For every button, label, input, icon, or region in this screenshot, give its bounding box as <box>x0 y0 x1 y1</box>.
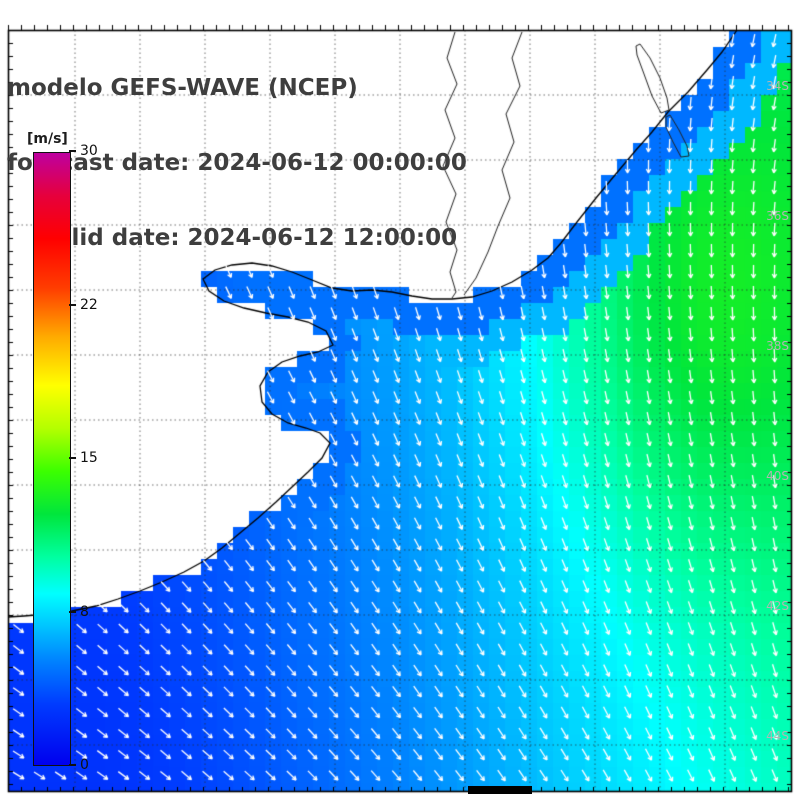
colorbar-tick: 0 <box>69 757 89 773</box>
colorbar-gradient <box>33 152 71 766</box>
colorbar-tick: 15 <box>69 450 98 466</box>
title-model: modelo GEFS-WAVE (NCEP) <box>7 75 358 101</box>
bottom-edge-marker <box>468 786 532 794</box>
colorbar-tick: 22 <box>69 296 98 313</box>
colorbar-tick: 30 <box>69 143 98 159</box>
colorbar: [m/s] 30 22 15 8 0 <box>27 131 153 791</box>
colorbar-tick: 8 <box>69 603 89 620</box>
colorbar-unit-label: [m/s] <box>27 131 68 147</box>
